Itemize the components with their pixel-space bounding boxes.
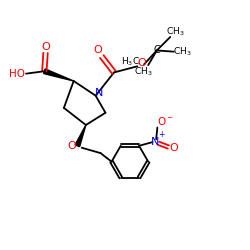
- Text: N: N: [94, 88, 103, 98]
- Text: N: N: [151, 137, 159, 147]
- Text: O$^-$: O$^-$: [158, 115, 174, 127]
- Text: O: O: [137, 58, 146, 68]
- Polygon shape: [44, 69, 74, 81]
- Text: O: O: [68, 141, 76, 151]
- Text: C: C: [154, 45, 161, 55]
- Text: O: O: [41, 42, 50, 52]
- Text: +: +: [158, 130, 165, 139]
- Text: O: O: [94, 46, 102, 56]
- Text: CH$_3$: CH$_3$: [173, 46, 192, 58]
- Text: H$_3$C: H$_3$C: [121, 55, 140, 68]
- Text: CH$_3$: CH$_3$: [166, 26, 184, 38]
- Text: CH$_3$: CH$_3$: [134, 66, 153, 78]
- Text: HO: HO: [10, 69, 26, 79]
- Text: O: O: [170, 143, 178, 153]
- Polygon shape: [75, 125, 86, 147]
